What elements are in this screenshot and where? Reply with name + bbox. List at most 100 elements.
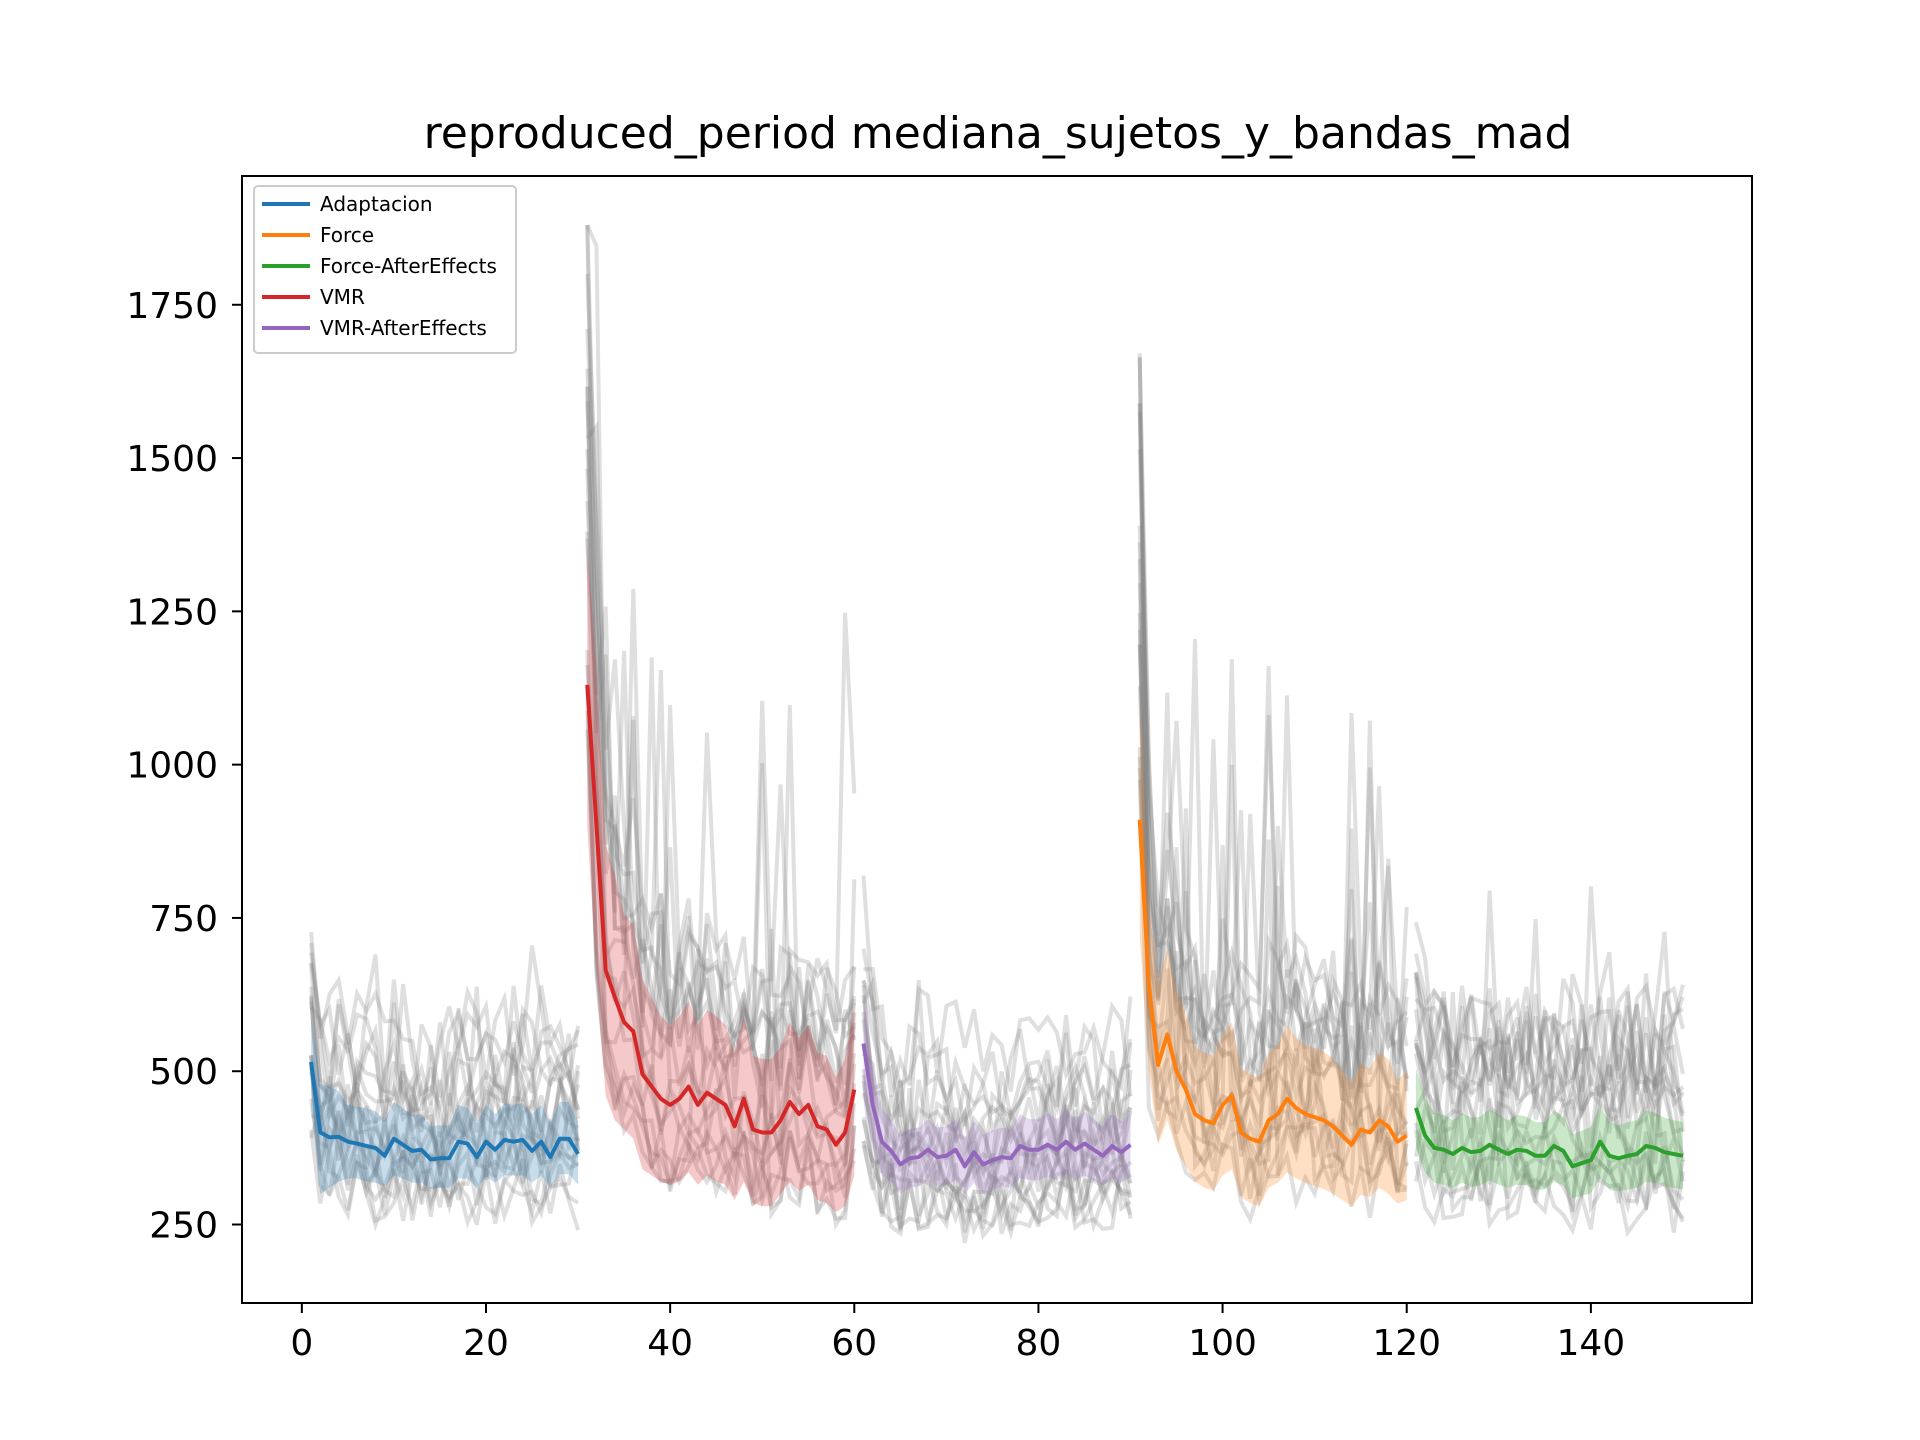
subject-trace xyxy=(1413,921,1685,1110)
subject-trace xyxy=(585,225,857,1117)
subject-trace xyxy=(1137,720,1409,1167)
subject-trace xyxy=(1137,643,1409,1153)
subject-trace xyxy=(310,1073,581,1215)
subject-trace xyxy=(861,979,1133,1158)
subject-trace xyxy=(309,986,581,1176)
legend-label: VMR xyxy=(320,285,365,309)
x-tick-label: 80 xyxy=(1016,1323,1062,1364)
subject-trace xyxy=(1137,779,1407,1225)
subject-trace xyxy=(309,1001,581,1169)
median-line-vmr-aftereffects xyxy=(861,1043,1132,1169)
legend-label: Force-AfterEffects xyxy=(320,254,497,278)
subject-trace xyxy=(1413,890,1684,1140)
subject-trace xyxy=(1413,951,1685,1097)
legend-label: VMR-AfterEffects xyxy=(320,316,487,340)
subject-trace xyxy=(585,386,857,1169)
x-tick-label: 20 xyxy=(463,1323,509,1364)
subject-trace xyxy=(1137,559,1409,1100)
x-axis: 0 20 40 60 80 100 120 140 xyxy=(290,1303,1625,1364)
legend-label: Force xyxy=(320,223,374,247)
x-tick-label: 40 xyxy=(647,1323,693,1364)
subject-trace xyxy=(585,710,857,1209)
subject-trace xyxy=(861,875,1133,1097)
subject-trace xyxy=(861,1011,1132,1186)
subject-trace xyxy=(1137,756,1409,1199)
band-vmr xyxy=(587,543,855,1213)
subject-trace xyxy=(309,1105,581,1232)
y-tick-label: 750 xyxy=(149,899,218,940)
subject-trace xyxy=(585,420,857,1107)
y-tick-label: 1750 xyxy=(126,286,218,327)
subject-trace xyxy=(861,1092,1132,1228)
subject-trace xyxy=(1137,449,1409,1092)
subject-trace xyxy=(585,328,857,1189)
median-line-vmr xyxy=(585,684,857,1147)
y-tick-label: 500 xyxy=(149,1052,218,1093)
subject-trace xyxy=(1137,525,1409,1089)
subject-trace xyxy=(585,729,857,1211)
subject-trace xyxy=(1413,1039,1685,1168)
median-lines xyxy=(309,684,1684,1169)
subject-trace xyxy=(1413,1124,1685,1215)
subject-trace xyxy=(585,225,856,1052)
y-axis: 250 500 750 1000 1250 1500 1750 xyxy=(126,286,242,1247)
subject-trace xyxy=(1413,1014,1685,1172)
chart-title: reproduced_period mediana_sujetos_y_band… xyxy=(424,108,1573,159)
subject-trace xyxy=(1413,981,1685,1114)
x-tick-label: 100 xyxy=(1188,1323,1257,1364)
subject-trace xyxy=(309,1041,580,1178)
subject-trace xyxy=(861,1140,1131,1236)
subject-trace xyxy=(585,449,857,1108)
subject-trace xyxy=(309,952,581,1113)
subject-trace xyxy=(1414,931,1685,1119)
subject-trace xyxy=(585,224,857,1106)
subject-trace xyxy=(1137,644,1409,1106)
subject-trace xyxy=(1137,659,1409,1126)
y-tick-label: 1500 xyxy=(126,439,218,480)
subject-trace xyxy=(1137,747,1407,1208)
subject-trace xyxy=(309,997,581,1163)
x-tick-label: 140 xyxy=(1557,1323,1626,1364)
subject-trace xyxy=(309,963,581,1138)
subject-trace xyxy=(585,649,857,1215)
subject-trace xyxy=(861,1117,1132,1227)
subject-trace xyxy=(1413,1009,1685,1136)
subject-trace xyxy=(1137,411,1409,1090)
subject-trace xyxy=(863,966,1133,1134)
subject-trace xyxy=(585,368,856,1068)
subject-trace xyxy=(861,1144,1132,1233)
subject-trace xyxy=(1414,991,1685,1212)
subject-trace xyxy=(1137,542,1409,1157)
y-tick-label: 1000 xyxy=(126,746,218,787)
band-force-aftereffects xyxy=(1415,1068,1683,1199)
subject-trace xyxy=(861,975,1133,1146)
legend: Adaptacion Force Force-AfterEffects VMR VMR-… xyxy=(253,185,517,354)
median-line-force xyxy=(1137,819,1408,1147)
subject-trace xyxy=(861,979,1133,1172)
subject-trace xyxy=(309,1129,580,1229)
subject-trace xyxy=(309,932,581,1106)
subject-trace xyxy=(309,943,580,1133)
subject-trace xyxy=(1137,583,1408,1200)
band-force xyxy=(1139,703,1407,1207)
subject-trace xyxy=(309,1055,579,1221)
background-traces xyxy=(309,224,1685,1244)
subject-trace xyxy=(309,1005,581,1151)
subject-trace xyxy=(861,1068,1133,1231)
subject-trace xyxy=(309,954,581,1111)
median-line-force-aftereffects xyxy=(1414,1107,1684,1169)
subject-trace xyxy=(861,1052,1133,1190)
subject-trace xyxy=(1137,629,1409,1152)
subject-trace xyxy=(1137,353,1409,1067)
subject-trace xyxy=(1413,976,1685,1125)
subject-trace xyxy=(1137,357,1409,1194)
subject-trace xyxy=(1413,1153,1685,1238)
subject-trace xyxy=(1413,1073,1685,1223)
subject-trace xyxy=(585,690,857,1221)
subject-trace xyxy=(585,664,857,1172)
x-tick-label: 0 xyxy=(290,1323,313,1364)
subject-trace xyxy=(1413,971,1685,1149)
subject-trace xyxy=(585,538,857,1231)
subject-trace xyxy=(1413,1019,1685,1137)
